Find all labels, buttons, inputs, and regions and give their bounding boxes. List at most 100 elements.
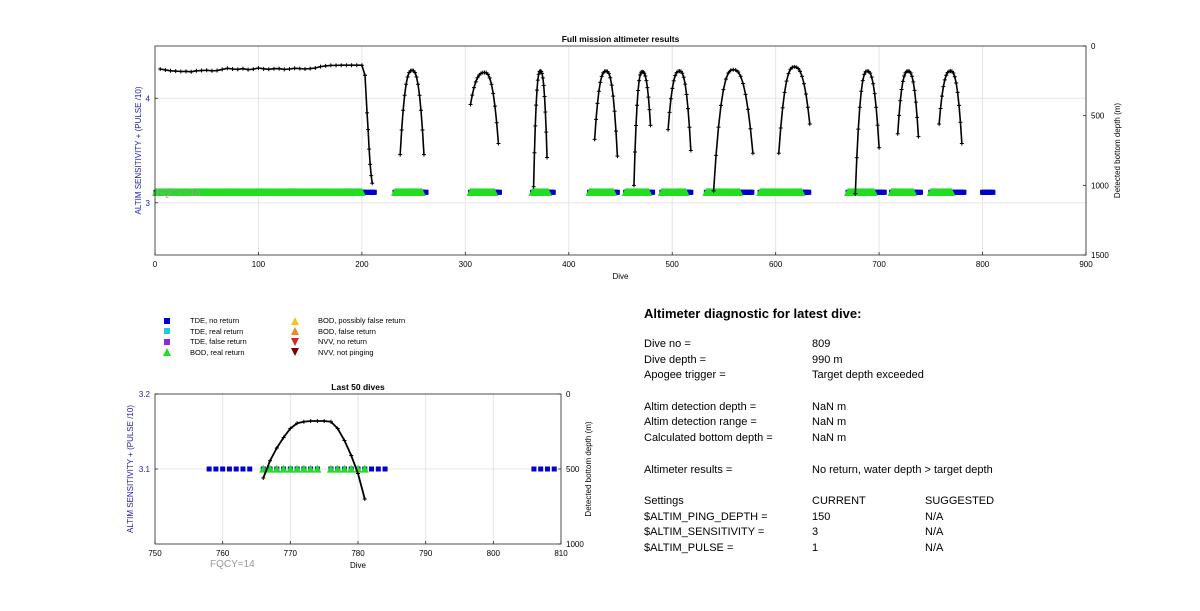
depth-point bbox=[362, 497, 367, 501]
depth-point bbox=[417, 93, 422, 98]
depth-point bbox=[225, 66, 230, 71]
depth-point bbox=[743, 92, 748, 97]
bod-real-return-marker bbox=[735, 187, 744, 196]
y-axis-left: 34 bbox=[146, 94, 158, 208]
x-tick-label: 700 bbox=[872, 260, 886, 269]
bod-real-return-marker bbox=[947, 187, 956, 196]
depth-point bbox=[644, 78, 649, 83]
depth-point bbox=[297, 66, 302, 71]
tde-no-return-marker bbox=[274, 466, 280, 472]
depth-point bbox=[534, 103, 539, 108]
depth-point bbox=[323, 63, 328, 68]
depth-line-dive-cycle bbox=[712, 68, 754, 191]
depth-point bbox=[475, 75, 480, 80]
depth-point bbox=[801, 81, 806, 86]
depth-point bbox=[634, 123, 639, 128]
bod-real-return-marker bbox=[299, 464, 308, 473]
depth-point bbox=[612, 109, 617, 114]
bod-real-return-marker bbox=[266, 464, 275, 473]
diag-value: 990 m bbox=[812, 353, 843, 366]
depth-point bbox=[540, 71, 545, 76]
setting-suggested: N/A bbox=[925, 510, 944, 523]
tde-no-return-marker bbox=[990, 189, 996, 195]
legend-item: BOD, possibly false return bbox=[288, 316, 405, 325]
depth-point bbox=[335, 426, 340, 431]
depth-point bbox=[716, 125, 721, 130]
y-tick-label: 4 bbox=[146, 94, 151, 103]
setting-label: $ALTIM_SENSITIVITY = bbox=[644, 526, 765, 539]
tde-no-return-marker bbox=[369, 466, 375, 472]
depth-point bbox=[420, 127, 425, 132]
depth-line-dive-cycle bbox=[593, 70, 619, 157]
bod-real-return-marker bbox=[279, 464, 288, 473]
depth-point bbox=[543, 109, 548, 114]
x-tick-label: 500 bbox=[666, 260, 680, 269]
depth-point bbox=[741, 81, 746, 86]
depth-point bbox=[473, 79, 478, 84]
depth-point bbox=[913, 100, 918, 105]
depth-point bbox=[274, 446, 279, 450]
depth-point bbox=[534, 88, 539, 93]
depth-point bbox=[313, 66, 318, 71]
legend-item: NVV, no return bbox=[288, 337, 367, 346]
depth-point bbox=[399, 127, 404, 132]
bod-real-return-marker bbox=[306, 464, 315, 473]
y2-tick-label: 1000 bbox=[1091, 181, 1109, 190]
triangle-down-marker-icon bbox=[288, 337, 302, 346]
depth-point bbox=[859, 89, 864, 94]
plot-frame bbox=[154, 45, 1087, 256]
depth-point bbox=[301, 419, 306, 424]
depth-point bbox=[163, 67, 168, 72]
bod-real-return-marker bbox=[293, 464, 302, 473]
tde-no-return-marker bbox=[544, 466, 550, 472]
tde-no-return-marker bbox=[614, 189, 620, 195]
depth-point bbox=[535, 78, 540, 83]
y2-tick-label: 1000 bbox=[566, 540, 584, 549]
tde-no-return-marker bbox=[364, 189, 370, 195]
depth-point bbox=[416, 82, 421, 87]
tde-no-return-marker bbox=[213, 466, 219, 472]
bod-real-return-marker bbox=[544, 187, 553, 196]
depth-point bbox=[533, 123, 538, 128]
depth-point bbox=[733, 68, 738, 73]
depth-point bbox=[308, 66, 313, 71]
square-marker-icon bbox=[160, 338, 174, 346]
tde-no-return-marker bbox=[688, 189, 694, 195]
legend-label: TDE, real return bbox=[190, 326, 244, 336]
depth-line-dive-cycle bbox=[938, 70, 963, 144]
depth-point bbox=[897, 113, 902, 118]
depth-point bbox=[402, 93, 407, 98]
x-tick-label: 750 bbox=[148, 549, 162, 558]
depth-point bbox=[615, 154, 620, 159]
tde-no-return-marker bbox=[531, 466, 537, 472]
depth-point bbox=[598, 80, 603, 85]
depth-point bbox=[807, 122, 812, 127]
depth-point bbox=[339, 63, 344, 68]
depth-point bbox=[636, 88, 641, 93]
depth-point bbox=[199, 68, 204, 73]
legend-label: NVV, not pinging bbox=[318, 347, 374, 357]
square-marker-icon bbox=[160, 327, 174, 335]
tde-no-return-marker bbox=[314, 466, 320, 472]
depth-point bbox=[370, 181, 375, 186]
tde-no-return-marker bbox=[308, 466, 314, 472]
depth-point bbox=[359, 63, 364, 68]
tde-no-return-marker bbox=[226, 466, 232, 472]
depth-point bbox=[631, 183, 636, 188]
depth-point bbox=[788, 67, 793, 72]
y2-tick-label: 0 bbox=[1091, 42, 1096, 51]
depth-point bbox=[856, 127, 861, 132]
bod-real-return-marker bbox=[286, 464, 295, 473]
depth-point bbox=[902, 73, 907, 78]
y2-axis-label: Detected bottom depth (m) bbox=[584, 421, 593, 516]
depth-point bbox=[194, 68, 199, 73]
tde-no-return-marker bbox=[550, 189, 556, 195]
tde-no-return-marker bbox=[423, 189, 429, 195]
depth-point bbox=[261, 66, 266, 71]
frequency-annotation: FQCY=14 bbox=[210, 559, 255, 570]
y2-tick-label: 500 bbox=[1091, 112, 1105, 121]
depth-point bbox=[344, 63, 349, 68]
depth-point bbox=[594, 117, 599, 122]
depth-point bbox=[414, 74, 419, 79]
depth-point bbox=[862, 72, 867, 77]
